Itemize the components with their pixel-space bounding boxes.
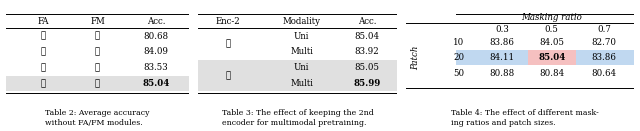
Text: 0.3: 0.3 xyxy=(495,25,509,34)
Text: 85.04: 85.04 xyxy=(538,53,566,62)
Text: 80.68: 80.68 xyxy=(143,32,168,41)
FancyBboxPatch shape xyxy=(528,50,575,65)
Text: 80.64: 80.64 xyxy=(591,69,616,78)
FancyBboxPatch shape xyxy=(456,50,634,65)
Text: 83.92: 83.92 xyxy=(355,47,380,56)
FancyBboxPatch shape xyxy=(6,76,189,91)
Text: Multi: Multi xyxy=(290,47,313,56)
Text: 10: 10 xyxy=(453,38,464,47)
Text: 83.86: 83.86 xyxy=(490,38,515,47)
Text: 80.84: 80.84 xyxy=(540,69,564,78)
Text: 83.86: 83.86 xyxy=(591,53,616,62)
Text: 82.70: 82.70 xyxy=(591,38,616,47)
Text: Acc.: Acc. xyxy=(358,17,376,26)
Text: 85.05: 85.05 xyxy=(355,63,380,72)
Text: Uni: Uni xyxy=(294,63,309,72)
Text: 84.05: 84.05 xyxy=(540,38,564,47)
Text: ✓: ✓ xyxy=(95,63,100,72)
Text: Table 2: Average accuracy
without FA/FM modules.: Table 2: Average accuracy without FA/FM … xyxy=(45,109,150,127)
Text: Table 4: The effect of different mask-
ing ratios and patch sizes.: Table 4: The effect of different mask- i… xyxy=(451,109,598,127)
Text: FA: FA xyxy=(37,17,49,26)
Text: 80.88: 80.88 xyxy=(489,69,515,78)
Text: 50: 50 xyxy=(453,69,464,78)
Text: 83.53: 83.53 xyxy=(143,63,168,72)
FancyBboxPatch shape xyxy=(198,60,397,91)
Text: 0.7: 0.7 xyxy=(597,25,611,34)
Text: 85.04: 85.04 xyxy=(355,32,380,41)
Text: ✗: ✗ xyxy=(225,40,231,49)
Text: ✓: ✓ xyxy=(40,47,45,56)
Text: 85.99: 85.99 xyxy=(353,79,381,88)
Text: ✗: ✗ xyxy=(95,32,100,41)
Text: Multi: Multi xyxy=(290,79,313,88)
Text: FM: FM xyxy=(90,17,105,26)
Text: ✗: ✗ xyxy=(40,32,45,41)
Text: Enc-2: Enc-2 xyxy=(216,17,241,26)
Text: Masking ratio: Masking ratio xyxy=(522,13,582,21)
Text: 84.09: 84.09 xyxy=(143,47,168,56)
Text: Uni: Uni xyxy=(294,32,309,41)
Text: 20: 20 xyxy=(453,53,464,62)
Text: Modality: Modality xyxy=(283,17,321,26)
Text: ✗: ✗ xyxy=(40,63,45,72)
Text: 85.04: 85.04 xyxy=(142,79,170,88)
Text: 84.11: 84.11 xyxy=(489,53,515,62)
Text: ✓: ✓ xyxy=(40,79,45,88)
Text: ✗: ✗ xyxy=(95,47,100,56)
Text: Table 3: The effect of keeping the 2nd
encoder for multimodal pretraining.: Table 3: The effect of keeping the 2nd e… xyxy=(221,109,374,127)
Text: 0.5: 0.5 xyxy=(545,25,559,34)
Text: Acc.: Acc. xyxy=(147,17,165,26)
Text: ✓: ✓ xyxy=(95,79,100,88)
Text: ✓: ✓ xyxy=(225,71,231,80)
Text: Patch: Patch xyxy=(411,45,420,70)
